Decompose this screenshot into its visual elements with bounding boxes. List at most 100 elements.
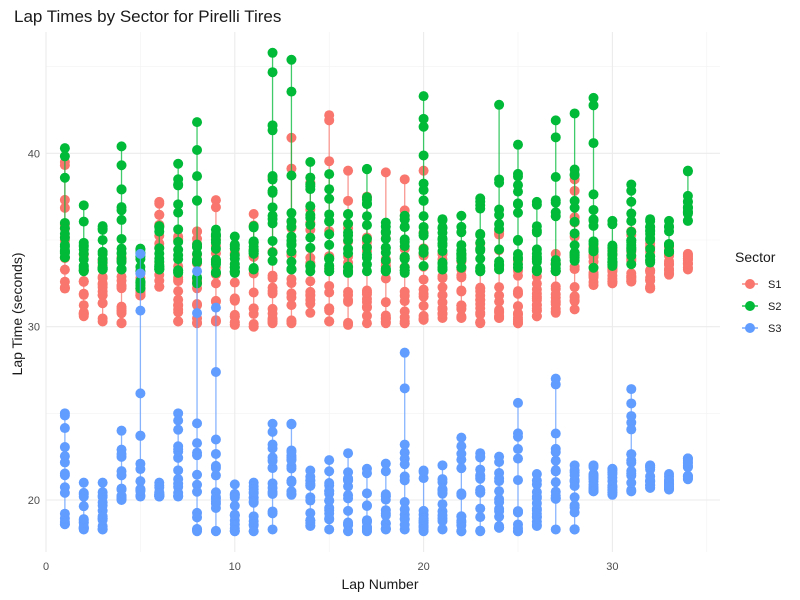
point-S1 [154,198,165,209]
chart-title: Lap Times by Sector for Pirelli Tires [14,7,281,26]
point-S2 [116,184,127,195]
point-S3 [286,477,297,488]
point-S3 [305,480,316,491]
point-S1 [173,307,184,318]
point-S2 [324,209,335,220]
point-S3 [437,510,448,521]
point-S1 [494,304,505,315]
point-S3 [210,470,221,481]
point-S2 [361,220,372,231]
point-S2 [626,243,637,254]
point-S3 [626,398,637,409]
point-S3 [626,384,637,395]
point-S2 [512,139,523,150]
point-S2 [324,169,335,180]
point-S3 [418,467,429,478]
point-S3 [210,434,221,445]
point-S2 [305,261,316,272]
point-S3 [494,506,505,517]
y-tick-label: 40 [28,148,40,160]
point-S3 [286,447,297,458]
point-S2 [286,239,297,250]
point-S1 [626,275,637,286]
point-S1 [494,290,505,301]
point-S3 [286,486,297,497]
point-S2 [192,254,203,265]
point-S3 [550,447,561,458]
point-S3 [324,478,335,489]
point-S3 [229,509,240,520]
point-S3 [192,512,203,523]
point-S2 [324,266,335,277]
point-S2 [267,47,278,58]
point-S3 [569,524,580,535]
point-S3 [135,476,146,487]
point-S1 [361,302,372,313]
point-S2 [361,164,372,175]
point-S3 [59,468,70,479]
point-S3 [531,508,542,519]
point-S2 [267,187,278,198]
point-S3 [210,496,221,507]
point-S1 [456,300,467,311]
point-S3 [97,477,108,488]
point-S2 [494,99,505,110]
point-S1 [399,290,410,301]
point-S2 [418,211,429,222]
point-S1 [569,282,580,293]
point-S2 [286,170,297,181]
point-S2 [588,92,599,103]
point-S3 [59,423,70,434]
point-S2 [645,226,656,237]
point-S1 [286,300,297,311]
point-S2 [305,172,316,183]
point-S1 [343,296,354,307]
point-S1 [645,274,656,285]
legend-label: S3 [768,323,781,335]
point-S2 [267,255,278,266]
point-S3 [475,452,486,463]
point-S1 [361,318,372,329]
point-S3 [380,466,391,477]
point-S3 [569,492,580,503]
point-S3 [494,497,505,508]
point-S2 [645,254,656,265]
point-S2 [192,117,203,128]
point-S3 [210,460,221,471]
x-axis-ticks: 0 10 20 30 [43,561,619,573]
point-S1 [494,282,505,293]
y-axis-ticks: 20 30 40 [28,148,40,507]
point-S1 [324,305,335,316]
point-S3 [97,500,108,511]
point-S3 [78,514,89,525]
point-S1 [456,270,467,281]
point-S3 [456,441,467,452]
point-S2 [343,235,354,246]
point-S3 [59,508,70,519]
point-S2 [173,174,184,185]
point-S2 [512,186,523,197]
point-S3 [248,497,259,508]
point-S1 [550,306,561,317]
point-S2 [588,220,599,231]
point-S2 [456,240,467,251]
point-S3 [324,486,335,497]
point-S3 [135,248,146,259]
point-S2 [267,247,278,258]
point-S2 [154,243,165,254]
point-S3 [192,266,203,277]
point-S3 [192,479,203,490]
data-marks [59,47,693,537]
point-S1 [343,195,354,206]
point-S2 [512,207,523,218]
point-S3 [192,469,203,480]
point-S2 [267,171,278,182]
point-S2 [380,227,391,238]
point-S1 [286,315,297,326]
point-S3 [550,455,561,466]
point-S2 [361,252,372,263]
point-S3 [380,489,391,500]
legend: Sector S1 S2 S3 [735,249,781,335]
point-S2 [682,215,693,226]
point-S3 [97,511,108,522]
